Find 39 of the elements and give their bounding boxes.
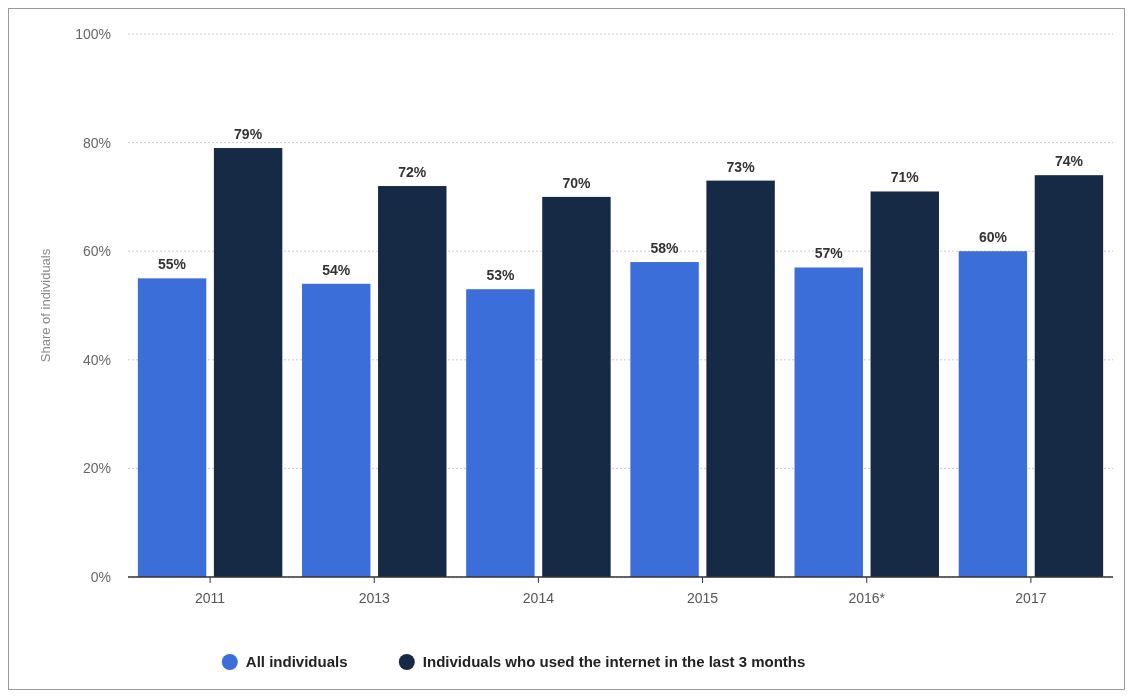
x-tick-label: 2016*	[848, 590, 886, 606]
data-label: 74%	[1054, 153, 1084, 170]
bar	[378, 186, 447, 577]
legend-label: All individuals	[245, 653, 348, 671]
bar	[466, 289, 535, 577]
bar	[542, 196, 611, 577]
data-label: 79%	[234, 126, 263, 143]
bar	[706, 180, 775, 577]
y-tick-label: 0%	[90, 568, 111, 585]
bar	[870, 191, 939, 577]
x-tick-label: 2015	[687, 590, 719, 606]
y-tick-label: 80%	[82, 134, 111, 151]
x-tick-label: 2017	[1015, 590, 1047, 606]
y-tick-label: 40%	[82, 351, 111, 368]
y-tick-label: 60%	[82, 243, 111, 260]
data-label: 58%	[650, 240, 680, 257]
y-tick-label: 20%	[82, 460, 111, 477]
y-tick-label: 100%	[75, 25, 111, 42]
bar	[213, 148, 283, 577]
data-label: 54%	[322, 261, 351, 278]
bar	[958, 251, 1028, 577]
bar	[1034, 175, 1104, 577]
data-label: 72%	[398, 164, 427, 181]
x-tick-label: 2014	[522, 590, 555, 606]
bar	[794, 267, 863, 577]
data-label: 60%	[978, 229, 1008, 246]
legend-label: Individuals who used the internet in the last 3 months	[422, 653, 806, 671]
data-label: 53%	[486, 267, 515, 284]
data-label: 55%	[158, 256, 187, 273]
bar	[302, 283, 371, 577]
y-axis-title: Share of individuals	[38, 248, 53, 363]
x-tick-label: 2011	[195, 590, 226, 606]
bar	[630, 262, 699, 577]
data-label: 70%	[562, 174, 591, 191]
data-label: 57%	[814, 245, 844, 262]
data-label: 71%	[890, 169, 920, 186]
x-tick-label: 2013	[358, 590, 391, 606]
data-label: 73%	[726, 158, 756, 175]
bar	[137, 278, 207, 577]
